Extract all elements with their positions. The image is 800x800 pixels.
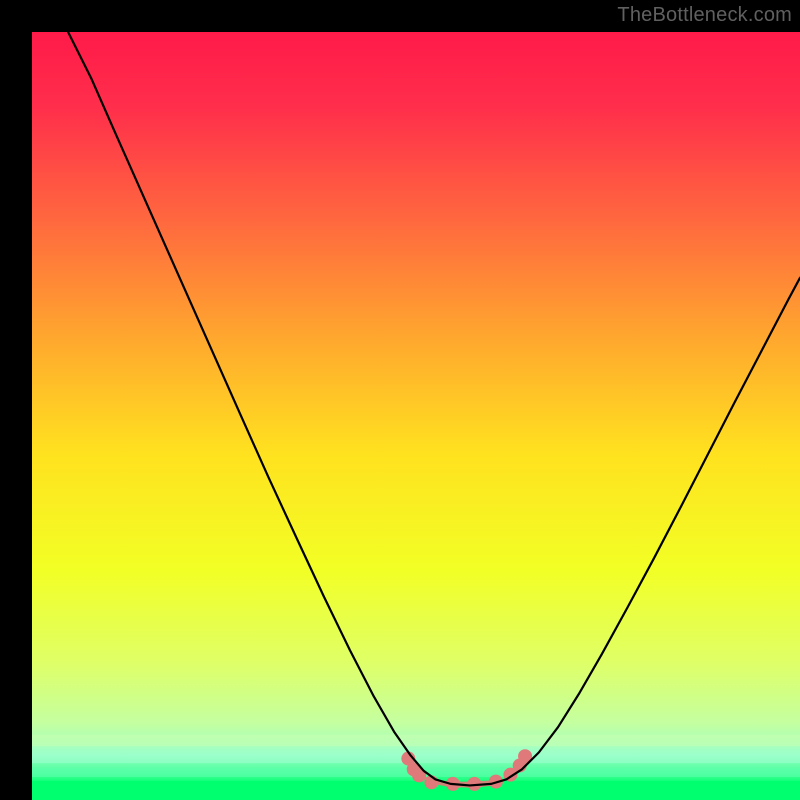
watermark-text: TheBottleneck.com <box>617 4 792 27</box>
plot-area <box>32 32 800 800</box>
chart-svg <box>32 32 800 800</box>
chart-frame: TheBottleneck.com <box>0 0 800 800</box>
gradient-background <box>32 32 800 800</box>
green-band-3 <box>32 781 800 800</box>
green-band-0 <box>32 735 800 747</box>
